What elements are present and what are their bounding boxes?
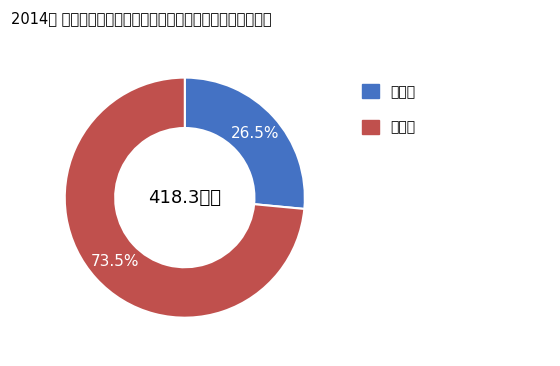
Legend: 卸売業, 小売業: 卸売業, 小売業 xyxy=(357,79,421,140)
Text: 73.5%: 73.5% xyxy=(90,254,139,269)
Wedge shape xyxy=(65,78,304,318)
Text: 2014年 商業年間商品販売額にしめる卸売業と小売業のシェア: 2014年 商業年間商品販売額にしめる卸売業と小売業のシェア xyxy=(11,11,272,26)
Text: 418.3億円: 418.3億円 xyxy=(148,188,221,207)
Text: 26.5%: 26.5% xyxy=(231,126,279,141)
Wedge shape xyxy=(185,78,305,209)
